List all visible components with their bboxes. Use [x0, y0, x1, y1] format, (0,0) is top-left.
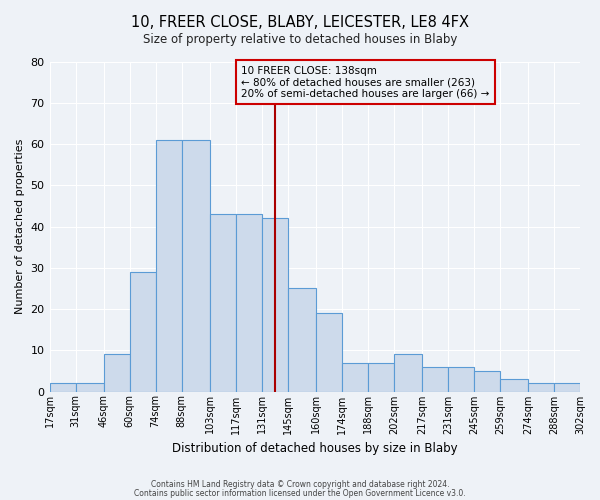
Bar: [316, 313, 342, 392]
Bar: [262, 218, 288, 392]
Bar: [76, 384, 104, 392]
Text: Contains public sector information licensed under the Open Government Licence v3: Contains public sector information licen…: [134, 489, 466, 498]
Text: Contains HM Land Registry data © Crown copyright and database right 2024.: Contains HM Land Registry data © Crown c…: [151, 480, 449, 489]
Bar: [155, 140, 182, 392]
Bar: [236, 214, 262, 392]
Bar: [130, 272, 155, 392]
Bar: [528, 384, 554, 392]
Bar: [500, 379, 528, 392]
Bar: [50, 384, 76, 392]
Bar: [474, 371, 500, 392]
Bar: [422, 367, 448, 392]
Bar: [104, 354, 130, 392]
Text: 10 FREER CLOSE: 138sqm
← 80% of detached houses are smaller (263)
20% of semi-de: 10 FREER CLOSE: 138sqm ← 80% of detached…: [241, 66, 490, 99]
Bar: [394, 354, 422, 392]
Bar: [342, 362, 368, 392]
Text: 10, FREER CLOSE, BLABY, LEICESTER, LE8 4FX: 10, FREER CLOSE, BLABY, LEICESTER, LE8 4…: [131, 15, 469, 30]
Bar: [182, 140, 209, 392]
Bar: [209, 214, 236, 392]
Bar: [448, 367, 474, 392]
Y-axis label: Number of detached properties: Number of detached properties: [15, 139, 25, 314]
Text: Size of property relative to detached houses in Blaby: Size of property relative to detached ho…: [143, 32, 457, 46]
Bar: [368, 362, 394, 392]
X-axis label: Distribution of detached houses by size in Blaby: Distribution of detached houses by size …: [172, 442, 458, 455]
Bar: [288, 288, 316, 392]
Bar: [554, 384, 580, 392]
